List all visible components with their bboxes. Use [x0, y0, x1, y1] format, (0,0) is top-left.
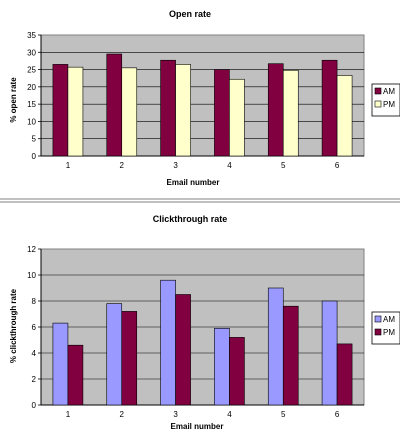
chart-1-x-tick-label: 4 — [227, 161, 232, 170]
chart-2-legend-label-am: AM — [383, 315, 395, 324]
chart-2-bar-am-6 — [321, 300, 338, 406]
chart-2-y-tick-label: 12 — [27, 245, 36, 254]
chart-1-bar-pm-2 — [121, 67, 138, 157]
chart-1-y-tick-label: 35 — [27, 31, 36, 40]
chart-2-x-tick-label: 2 — [120, 410, 125, 419]
chart-1-bar-am-2 — [106, 53, 123, 157]
chart-1-plot-area — [40, 34, 365, 157]
chart-2-y-tick-label: 6 — [32, 323, 37, 332]
chart-1-x-tick-label: 3 — [173, 161, 178, 170]
chart-1-x-axis-label: Email number — [167, 178, 220, 187]
chart-1-y-tick-label: 10 — [27, 117, 36, 126]
chart-1-bar-am-1 — [52, 64, 69, 157]
chart-1-bar-pm-6 — [336, 75, 353, 157]
chart-1-y-tick-label: 30 — [27, 48, 36, 57]
chart-2-y-tick-label: 2 — [32, 375, 37, 384]
chart-1-y-tick-label: 15 — [27, 100, 36, 109]
chart-1-legend-label-pm: PM — [383, 100, 395, 109]
chart-2-bar-pm-4 — [229, 337, 245, 406]
chart-1-title: Open rate — [169, 9, 211, 19]
chart-2-bar-am-4 — [214, 327, 230, 406]
chart-2-y-axis-label: % clickthrough rate — [9, 288, 18, 363]
chart-2-x-axis-label: Email number — [171, 422, 224, 431]
chart-1-y-tick-label: 0 — [32, 152, 37, 161]
chart-2-bar-am-1 — [52, 322, 69, 406]
chart-1-bar-pm-3 — [175, 64, 191, 157]
chart-2-bar-am-2 — [106, 303, 123, 406]
chart-2-y-tick-label: 10 — [27, 271, 36, 280]
chart-1-y-tick-label: 5 — [32, 135, 37, 144]
chart-2-bar-pm-6 — [336, 343, 353, 406]
chart-1-x-tick-label: 5 — [281, 161, 286, 170]
chart-2-title: Clickthrough rate — [153, 214, 228, 224]
chart-2-x-tick-label: 5 — [281, 410, 286, 419]
chart-1-x-tick-label: 6 — [335, 161, 340, 170]
chart-1-bar-pm-1 — [67, 66, 84, 157]
chart-1-legend-label-am: AM — [383, 87, 395, 96]
chart-1-bar-am-5 — [267, 63, 284, 157]
chart-2-legend-swatch-am — [374, 315, 382, 323]
chart-2-bar-am-5 — [267, 287, 284, 406]
chart-2-y-tick-label: 0 — [32, 401, 37, 410]
chart-2-x-tick-label: 6 — [335, 410, 340, 419]
chart-2-legend-swatch-pm — [374, 328, 382, 336]
chart-1-plot: 0 5 10 15 20 25 30 35 1 2 3 4 5 6 AM PM — [27, 31, 400, 170]
chart-2-x-tick-label: 4 — [227, 410, 232, 419]
chart-1-bar-am-6 — [321, 59, 338, 157]
chart-1-bar-am-4 — [214, 69, 230, 157]
chart-2-bar-pm-1 — [67, 344, 84, 406]
chart-1-bar-pm-5 — [282, 69, 299, 157]
chart-2-y-tick-label: 8 — [32, 297, 37, 306]
chart-1-y-axis-label: % open rate — [9, 77, 18, 123]
chart-2-x-tick-label: 1 — [66, 410, 71, 419]
chart-1-y-tick-label: 25 — [27, 66, 36, 75]
chart-1-x-tick-label: 1 — [66, 161, 71, 170]
chart-1-legend-swatch-pm — [374, 100, 382, 108]
chart-2-bar-pm-2 — [121, 311, 138, 406]
chart-2-bar-pm-5 — [282, 305, 299, 406]
chart-2-x-tick-label: 3 — [173, 410, 178, 419]
chart-2-legend-label-pm: PM — [383, 328, 395, 337]
chart-1-legend-swatch-am — [374, 87, 382, 95]
chart-1-bar-pm-4 — [229, 78, 245, 157]
chart-1-bar-am-3 — [160, 59, 176, 157]
chart-2-bar-pm-3 — [175, 294, 191, 406]
chart-2-bar-am-3 — [160, 279, 176, 406]
chart-1-y-tick-label: 20 — [27, 83, 36, 92]
chart-1-x-tick-label: 2 — [120, 161, 125, 170]
chart-2-y-tick-label: 4 — [32, 349, 37, 358]
